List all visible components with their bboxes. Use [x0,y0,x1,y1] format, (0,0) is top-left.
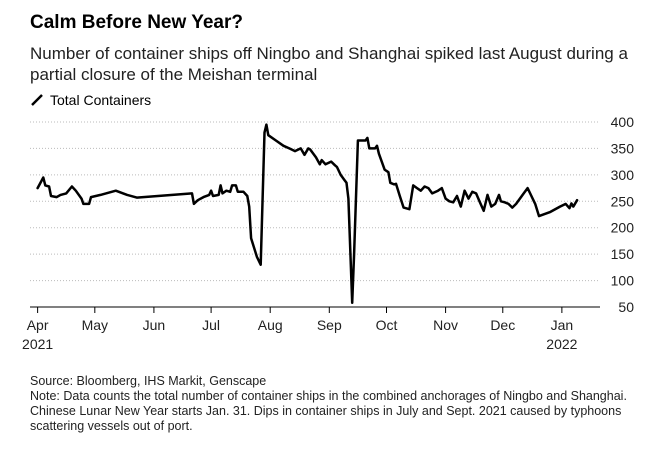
legend-label: Total Containers [50,92,152,108]
x-tick-label: May [82,317,108,333]
y-tick-label: 50 [618,299,634,315]
y-axis-ticks: 50 100 150 200 250 300 350 400 [611,114,635,315]
x-tick-label: Jun [143,317,166,333]
x-tick-year-label: 2021 [22,336,53,352]
grid-lines [30,121,600,308]
line-chart: 50 100 150 200 250 300 350 400 Apr 2021 May Jun Jul… [22,114,635,352]
x-tick-label: Oct [376,317,398,333]
y-tick-label: 400 [611,114,635,130]
chart-title: Calm Before New Year? [30,12,243,33]
x-axis-ticks: Apr 2021 May Jun Jul Aug Sep Oct Nov Dec Jan 2022 [22,307,578,352]
legend-line-icon [31,94,43,106]
series-line-total-containers [36,123,579,305]
y-tick-label: 350 [611,140,635,156]
y-tick-label: 150 [611,246,635,262]
x-tick-label: Jul [202,317,220,333]
x-tick-year-label: 2022 [546,336,577,352]
x-tick-label: Dec [490,317,515,333]
y-tick-label: 250 [611,193,635,209]
chart-subtitle: Number of container ships off Ningbo and… [30,44,628,84]
x-tick-label: Apr [27,317,49,333]
y-tick-label: 200 [611,220,635,236]
source-note: Source: Bloomberg, IHS Markit, Genscape [30,374,267,388]
x-tick-label: Nov [433,317,458,333]
y-tick-label: 100 [611,273,635,289]
y-tick-label: 300 [611,167,635,183]
legend: Total Containers [30,92,151,108]
x-tick-label: Jan [551,317,574,333]
series-lines [36,123,579,305]
data-note: Note: Data counts the total number of co… [30,389,627,433]
footer: Source: Bloomberg, IHS Markit, Genscape … [30,374,650,434]
x-tick-label: Aug [258,317,283,333]
x-tick-label: Sep [317,317,342,333]
